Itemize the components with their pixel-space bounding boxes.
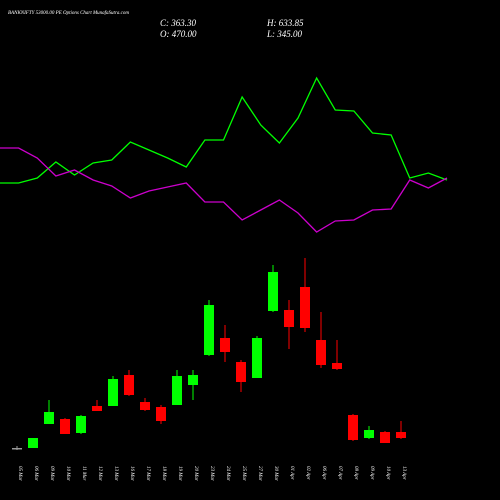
candle-body: [124, 375, 134, 395]
x-tick-label: 10 Mar: [65, 466, 70, 481]
x-tick-label: 01 Apr: [289, 466, 294, 480]
x-tick-label: 10 Apr: [385, 466, 390, 480]
x-tick-label: 05 Mar: [17, 466, 22, 481]
candle-body: [300, 287, 310, 328]
candle-body: [156, 407, 166, 421]
x-tick-label: 25 Mar: [241, 466, 246, 481]
x-tick-label: 19 Mar: [177, 466, 182, 481]
x-tick-label: 20 Mar: [193, 466, 198, 481]
x-tick-label: 11 Mar: [81, 466, 86, 481]
x-tick-label: 24 Mar: [225, 466, 230, 481]
candle-body: [284, 310, 294, 327]
x-tick-label: 09 Mar: [49, 466, 54, 481]
candle-body: [396, 432, 406, 438]
candle-body: [12, 448, 22, 450]
x-tick-label: 08 Apr: [353, 466, 358, 480]
candle-body: [268, 272, 278, 311]
candle-body: [188, 375, 198, 385]
x-tick-label: 30 Mar: [273, 466, 278, 481]
candle-body: [204, 305, 214, 355]
candle-body: [364, 430, 374, 438]
candle-body: [236, 362, 246, 382]
candle-body: [220, 338, 230, 352]
candle-body: [140, 402, 150, 410]
candle-body: [44, 412, 54, 424]
candle-body: [252, 338, 262, 378]
x-tick-label: 06 Mar: [33, 466, 38, 481]
candle-body: [348, 415, 358, 440]
stat-low: L: 345.00: [266, 29, 303, 39]
x-tick-label: 06 Apr: [321, 466, 326, 480]
x-tick-label: 17 Mar: [145, 466, 150, 481]
candle-body: [60, 419, 70, 434]
candle-body: [316, 340, 326, 365]
stat-close: C: 363.30: [160, 18, 197, 28]
candle-body: [108, 379, 118, 406]
stat-open: O: 470.00: [160, 29, 197, 39]
x-tick-label: 12 Mar: [97, 466, 102, 481]
candle-body: [172, 376, 182, 405]
x-tick-label: 18 Mar: [161, 466, 166, 481]
stat-high: H: 633.85: [266, 18, 304, 28]
candle-body: [92, 406, 102, 411]
line-series: [0, 147, 448, 233]
chart-title: BANKNIFTY 53000.00 PE Options Chart Muna…: [8, 11, 129, 16]
x-tick-label: 13 Apr: [401, 466, 406, 480]
x-tick-label: 07 Apr: [337, 466, 342, 480]
candle-body: [28, 438, 38, 448]
candle-body: [380, 432, 390, 443]
x-tick-label: 02 Apr: [305, 466, 310, 480]
x-tick-label: 09 Apr: [369, 466, 374, 480]
x-tick-label: 16 Mar: [129, 466, 134, 481]
candle-body: [76, 416, 86, 433]
candle-body: [332, 363, 342, 369]
x-tick-label: 23 Mar: [209, 466, 214, 481]
x-tick-label: 27 Mar: [257, 466, 262, 481]
x-tick-label: 13 Mar: [113, 466, 118, 481]
line-series: [0, 76, 448, 184]
